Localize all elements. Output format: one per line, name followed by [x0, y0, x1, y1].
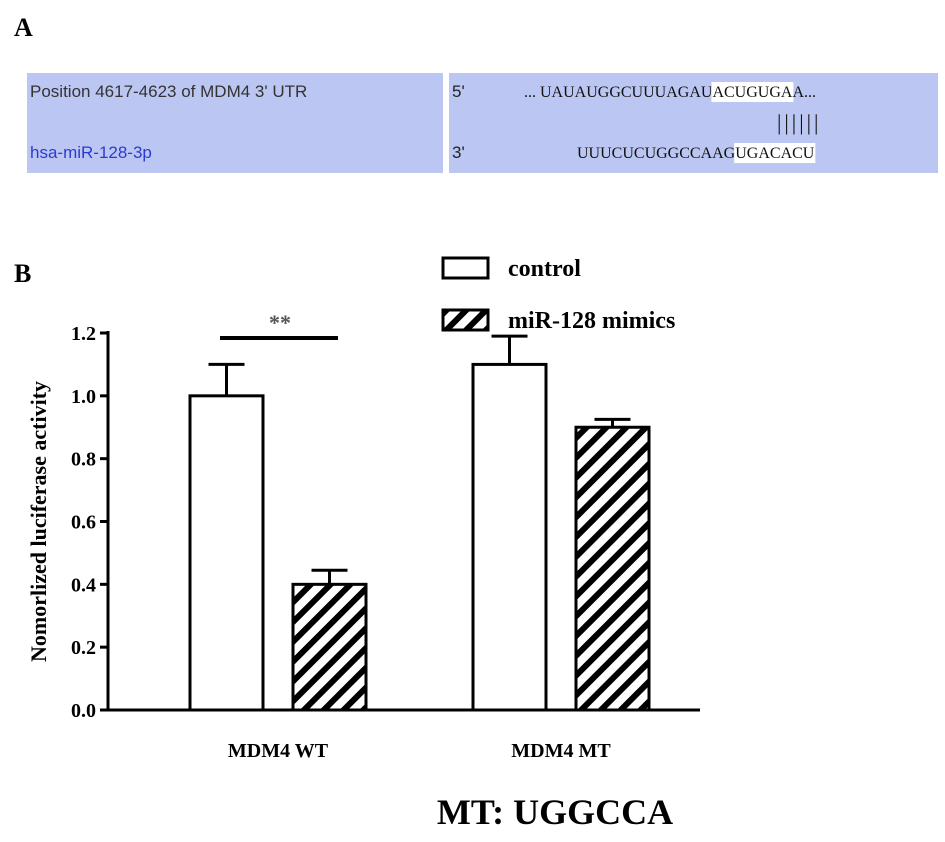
sequence: A...: [792, 84, 816, 101]
sequence: ACUGUGA: [712, 84, 792, 101]
sequence: UUUCUCUGGCCAAG: [577, 145, 736, 162]
y-tick-label: 0.4: [71, 574, 96, 596]
legend-swatch: [441, 256, 490, 280]
panel-label: A: [14, 13, 33, 42]
row-name: hsa-miR-128-3p: [30, 143, 152, 162]
y-tick-label: 1.0: [71, 386, 96, 408]
pairing: ||||||: [777, 110, 821, 135]
legend-label: miR-128 mimics: [508, 308, 675, 334]
name-cell: [27, 73, 443, 173]
annotation: MT: UGGCCA: [437, 792, 673, 832]
panel-label: B: [14, 259, 31, 288]
strand-end: 3': [452, 143, 465, 162]
bar: [188, 394, 265, 712]
row-name: Position 4617-4623 of MDM4 3' UTR: [30, 82, 307, 101]
bar: [471, 362, 548, 712]
x-tick-label: MDM4 WT: [228, 740, 329, 762]
sequence: ... UAUAUGGCUUUAGAU: [524, 84, 713, 101]
bar: [291, 582, 368, 712]
y-tick-label: 0.2: [71, 637, 96, 659]
bar: [574, 425, 651, 712]
y-tick-label: 0.6: [71, 512, 96, 534]
significance-label: **: [269, 310, 291, 335]
y-axis-label: Nomorlized luciferase activity: [26, 381, 51, 662]
strand-end: 5': [452, 82, 465, 101]
y-tick-label: 0.8: [71, 449, 96, 471]
y-tick-label: 0.0: [71, 700, 96, 722]
seed-highlight: [711, 82, 794, 102]
seed-highlight: [734, 143, 816, 163]
legend-label: control: [508, 256, 581, 282]
x-tick-label: MDM4 MT: [511, 740, 611, 762]
y-tick-label: 1.2: [71, 323, 96, 345]
legend-swatch: [441, 308, 490, 332]
sequence-cell: [449, 73, 938, 173]
sequence: UGACACU: [735, 145, 815, 162]
